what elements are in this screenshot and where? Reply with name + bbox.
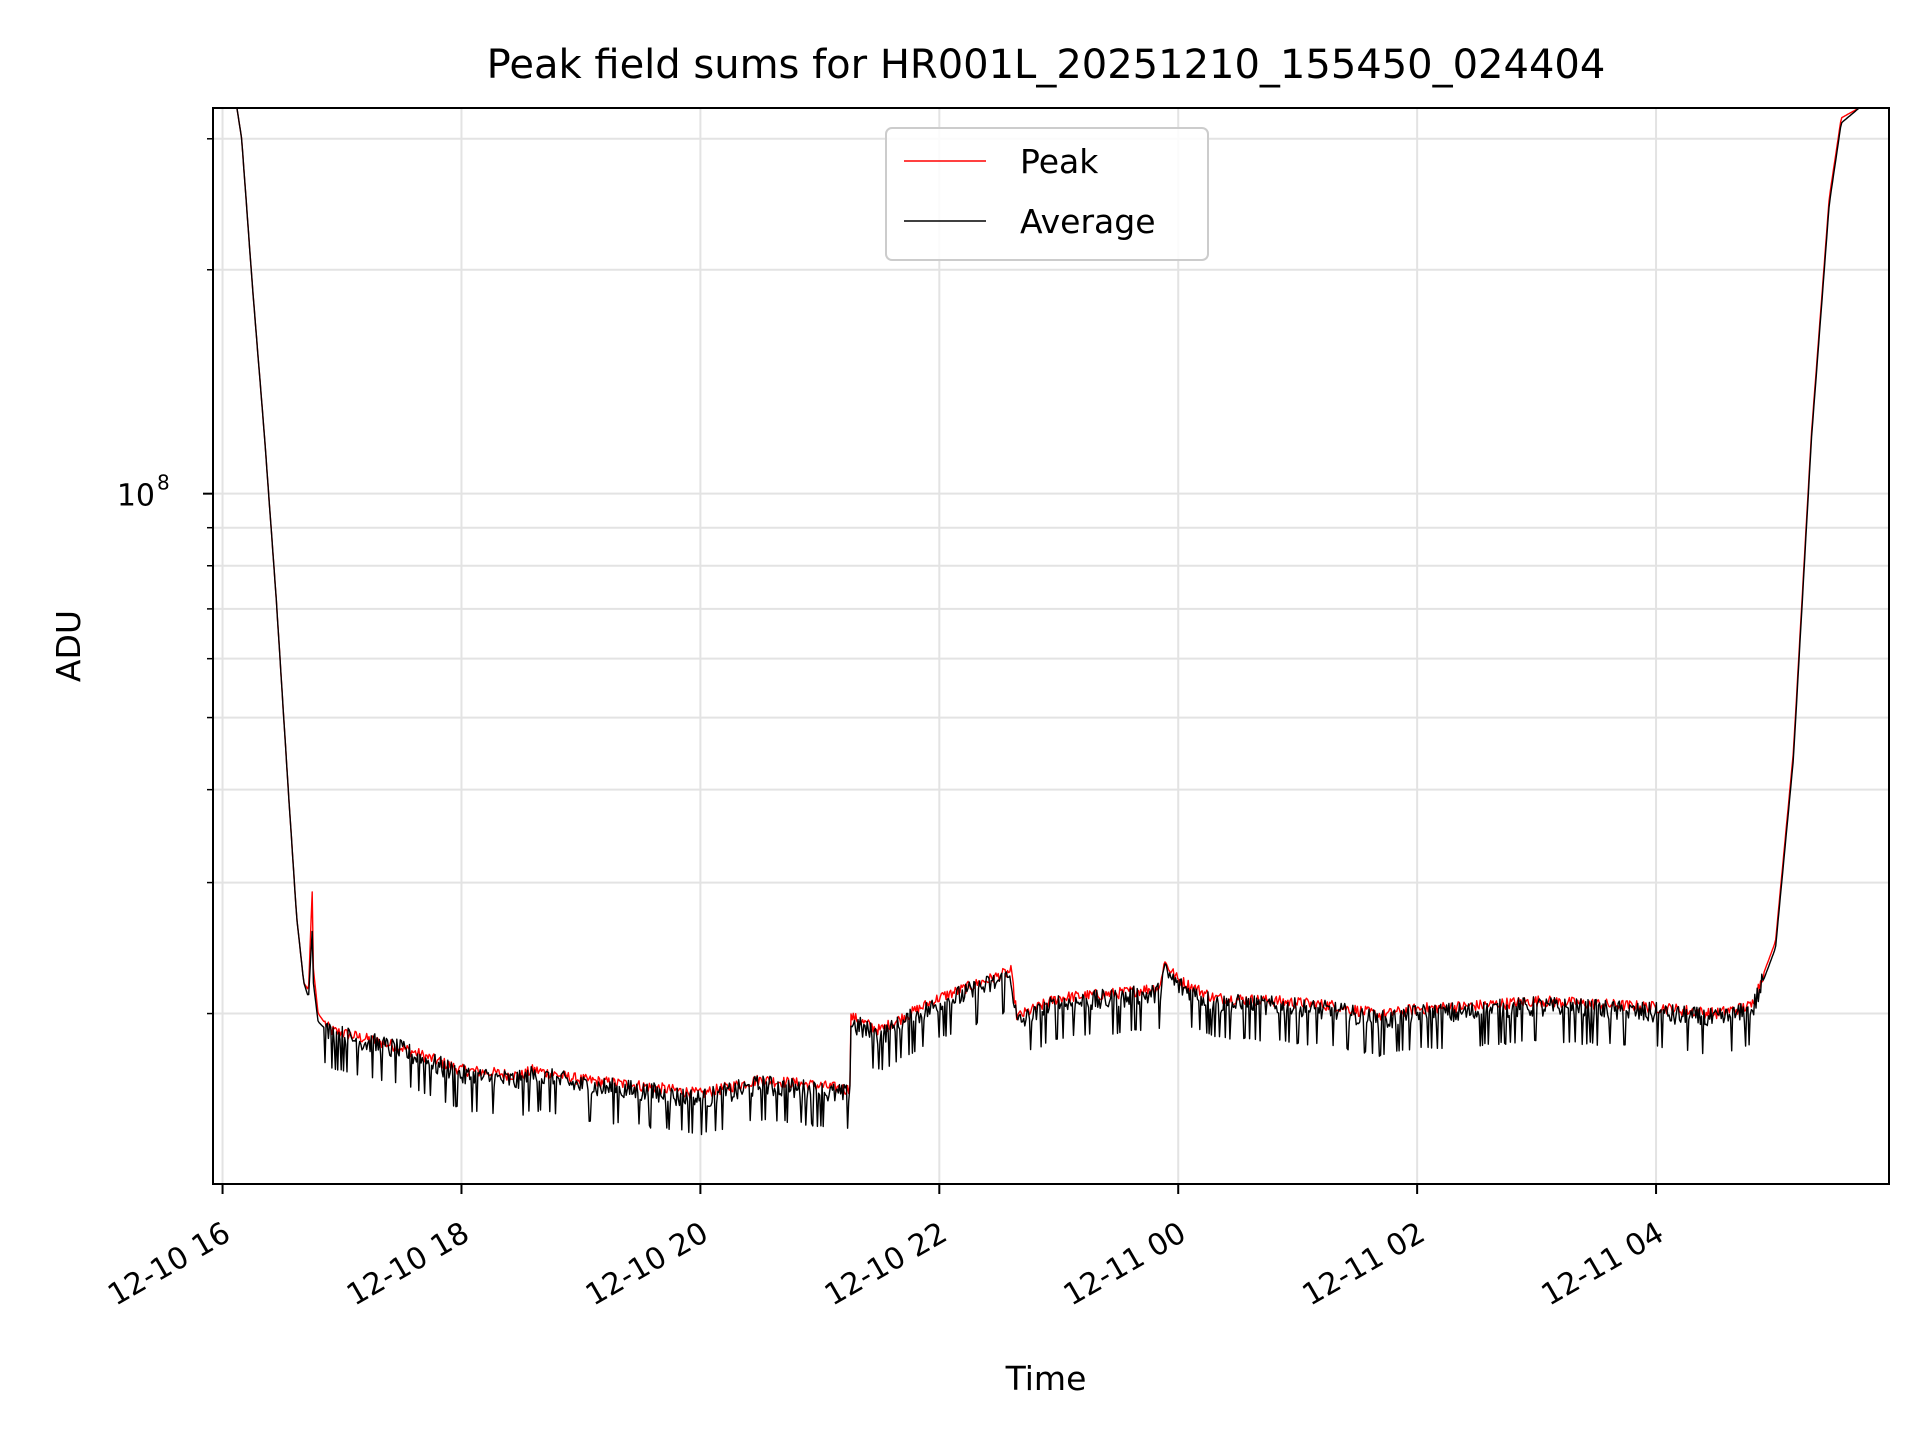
chart-title: Peak field sums for HR001L_20251210_1554… [487,42,1606,88]
y-axis: 10 8 [117,138,213,1015]
plot-frame [212,107,1890,1185]
y-tick-exponent: 8 [157,471,170,495]
y-tick-label: 10 [117,479,155,514]
y-axis-label: ADU [49,610,88,682]
legend-peak-label: Peak [1020,142,1099,181]
x-axis-label: Time [1005,1359,1087,1398]
legend: Peak Average [885,127,1209,261]
series-layer [236,108,1860,1136]
series-line-average [236,108,1860,1136]
grid [213,108,1889,1184]
legend-average-label: Average [1020,202,1156,241]
